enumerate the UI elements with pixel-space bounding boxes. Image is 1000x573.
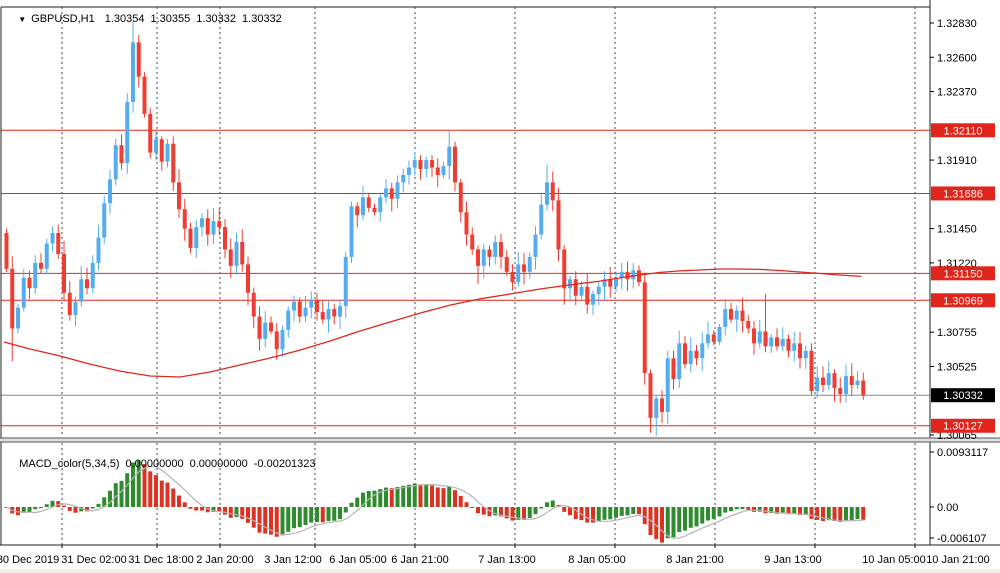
macd-indicator-name: MACD_color(5,34,5) [19,458,120,470]
time-tick-label: 31 Dec 02:00 [61,554,126,566]
price-tick-label: 1.32830 [937,18,977,30]
time-tick-label: 2 Jan 20:00 [196,554,254,566]
time-tick-label: 6 Jan 05:00 [329,554,387,566]
macd-value-signal: 0.00000000 [189,458,248,470]
collapse-triangle-icon[interactable]: ▼ [18,14,27,24]
time-tick-label: 6 Jan 21:00 [391,554,449,566]
macd-value-main: 0.00000000 [125,458,184,470]
quote-high: 1.30355 [150,13,191,25]
macd-indicator-label: MACD_color(5,34,5) 0.00000000 0.00000000 -0… [7,446,322,482]
price-level-badge: 1.30127 [943,421,983,433]
macd-signal-line [6,465,864,540]
price-level-badge: 1.31150 [944,268,983,280]
price-badges: 1.32110 1.31686 1.31150 1.30969 1.30127 1.303… [931,123,995,433]
price-tick-label: 1.32370 [937,87,977,99]
time-tick-label: 30 Dec 2019 [0,554,59,566]
price-level-badge: 1.32110 [944,125,983,137]
time-tick-label: 10 Jan 21:00 [926,554,990,566]
price-tick-label: 1.31910 [937,155,977,167]
price-level-badge: 1.30969 [943,295,983,307]
gridlines [61,7,916,545]
macd-tick-label: 0.00 [937,502,958,514]
symbol-timeframe-label: GBPUSD,H1 [31,13,95,25]
moving-average-line [3,268,862,378]
macd-value-hist: -0.00201323 [253,458,316,470]
candles [4,21,866,436]
price-tick-label: 1.30065 [937,430,977,442]
price-axis: 1.328301.326001.323701.319101.314501.312… [930,18,977,442]
macd-tick-label: 0.0093117 [937,447,988,459]
price-level-badge: 1.30332 [943,390,983,402]
price-tick-label: 1.31450 [937,224,977,236]
macd-histogram [4,460,866,543]
time-tick-label: 8 Jan 05:00 [568,554,626,566]
time-tick-label: 3 Jan 12:00 [264,554,322,566]
level-lines [1,129,930,427]
time-tick-label: 9 Jan 13:00 [764,554,822,566]
price-tick-label: 1.30525 [937,361,977,373]
time-tick-label: 10 Jan 05:00 [862,554,926,566]
symbol-ohlc-header: ▼ GBPUSD,H1 1.30354 1.30355 1.30332 1.30332 [6,1,288,37]
price-tick-label: 1.32600 [937,52,977,64]
time-axis: 30 Dec 2019 31 Dec 02:00 31 Dec 18:00 2 Jan… [0,545,990,566]
macd-axis: 0.0093117 0.00 -0.006107 [930,447,988,545]
price-tick-label: 1.30755 [937,327,977,339]
time-tick-label: 31 Dec 18:00 [128,554,193,566]
macd-tick-label: -0.006107 [937,533,987,545]
time-tick-label: 7 Jan 13:00 [478,554,536,566]
quote-low: 1.30332 [196,13,237,25]
quote-close: 1.30332 [242,13,282,25]
time-tick-label: 8 Jan 21:00 [666,554,724,566]
price-level-badge: 1.31686 [943,188,983,200]
quote-open: 1.30354 [104,13,145,25]
